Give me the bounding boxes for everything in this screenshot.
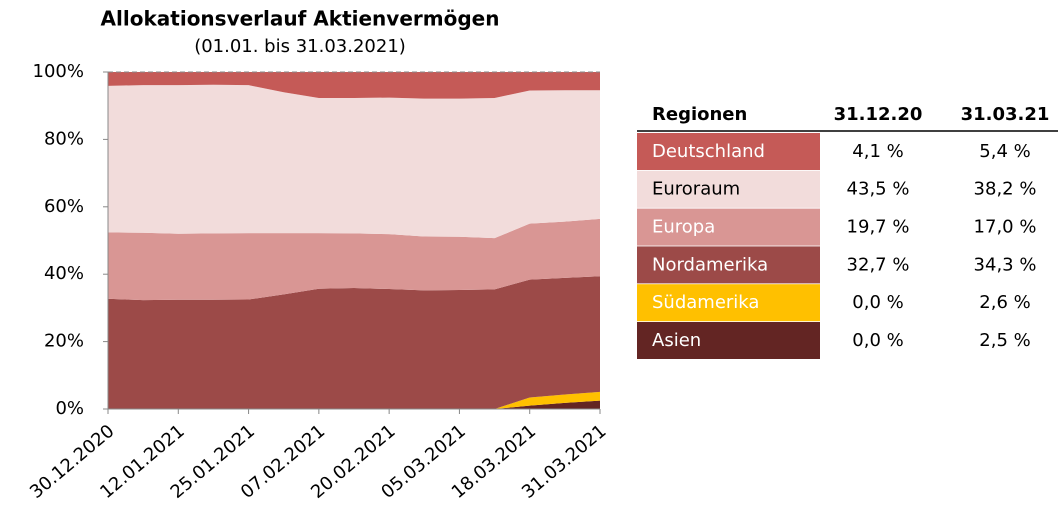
region-name: Nordamerika (652, 254, 768, 275)
table-header: 31.12.20 (834, 104, 923, 125)
table-header: Regionen (652, 104, 747, 125)
table-cell: 5,4 % (979, 141, 1030, 162)
table-cell: 17,0 % (974, 217, 1037, 238)
chart-title: Allokationsverlauf Aktienvermögen (101, 7, 500, 31)
area (108, 84, 600, 239)
table-cell: 2,6 % (979, 292, 1030, 313)
table-cell: 0,0 % (852, 292, 903, 313)
y-tick-label: 20% (44, 331, 84, 352)
y-tick-label: 0% (55, 398, 84, 419)
chart-subtitle: (01.01. bis 31.03.2021) (194, 36, 406, 57)
table-cell: 4,1 % (852, 141, 903, 162)
region-swatch (637, 322, 820, 359)
region-name: Deutschland (652, 141, 765, 162)
table-cell: 34,3 % (974, 254, 1037, 275)
region-name: Südamerika (652, 292, 759, 313)
table-cell: 43,5 % (847, 179, 910, 200)
y-tick-label: 60% (44, 196, 84, 217)
area (108, 276, 600, 409)
y-tick-label: 100% (33, 61, 84, 82)
y-tick-label: 80% (44, 128, 84, 149)
area (108, 72, 600, 99)
table-cell: 19,7 % (847, 217, 910, 238)
table-cell: 32,7 % (847, 254, 910, 275)
area (108, 400, 600, 409)
area (108, 218, 600, 301)
y-tick-label: 40% (44, 263, 84, 284)
region-swatch (637, 133, 820, 170)
plot-area (108, 72, 600, 409)
region-name: Asien (652, 330, 701, 351)
region-name: Europa (652, 217, 715, 238)
table-header: 31.03.21 (961, 104, 1050, 125)
region-swatch (637, 208, 820, 246)
region-swatch (637, 284, 820, 322)
table-cell: 2,5 % (979, 330, 1030, 351)
table-cell: 38,2 % (974, 179, 1037, 200)
table-cell: 0,0 % (852, 330, 903, 351)
region-swatch (637, 246, 820, 284)
region-swatch (637, 170, 820, 208)
region-name: Euroraum (652, 179, 740, 200)
